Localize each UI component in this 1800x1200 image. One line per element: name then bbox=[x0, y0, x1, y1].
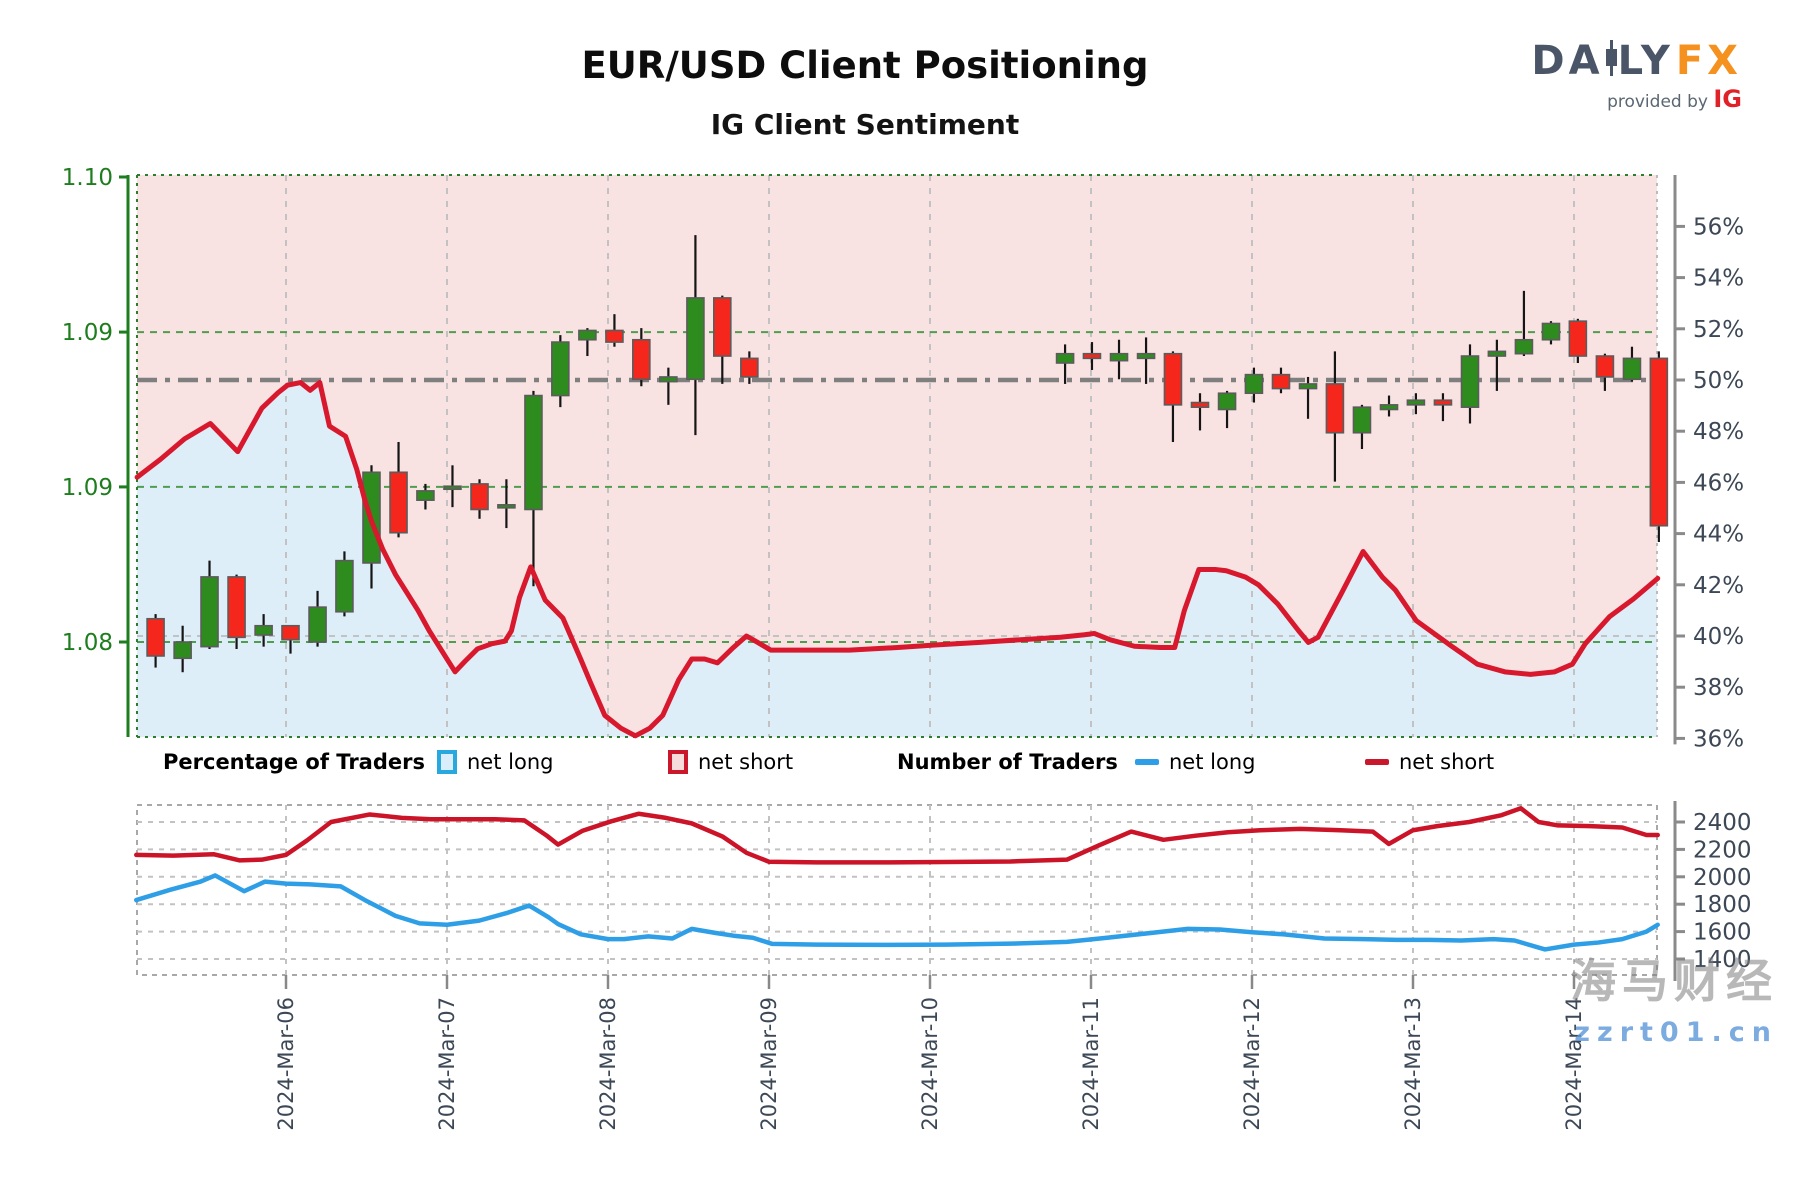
svg-text:44%: 44% bbox=[1693, 522, 1744, 548]
legend-number-net-short[interactable]: net short bbox=[1365, 750, 1494, 774]
svg-text:2024-Mar-09: 2024-Mar-09 bbox=[757, 997, 781, 1131]
svg-text:46%: 46% bbox=[1693, 470, 1744, 496]
candlestick-icon bbox=[1604, 40, 1618, 76]
legend-label: net short bbox=[1399, 750, 1495, 774]
svg-text:48%: 48% bbox=[1693, 419, 1744, 445]
page-subtitle: IG Client Sentiment bbox=[710, 108, 1020, 141]
svg-text:52%: 52% bbox=[1693, 317, 1744, 343]
svg-text:38%: 38% bbox=[1693, 675, 1744, 701]
svg-text:2200: 2200 bbox=[1693, 837, 1752, 863]
legend-percent-header: Percentage of Traders bbox=[163, 750, 425, 774]
price-sentiment-chart: 1.10 1.09 1.09 1.08 56% 54% 52% 50% 48% 46% 44% 42%… bbox=[62, 165, 1744, 752]
svg-text:1400: 1400 bbox=[1693, 947, 1752, 973]
svg-text:1600: 1600 bbox=[1693, 920, 1752, 946]
svg-text:2024-Mar-08: 2024-Mar-08 bbox=[596, 997, 620, 1131]
provided-by-text: provided by bbox=[1607, 92, 1708, 112]
legend-label: net long bbox=[1169, 750, 1256, 774]
traders-count-chart: 2024-Mar-06 2024-Mar-07 2024-Mar-08 2024-Ma… bbox=[134, 801, 1752, 1131]
chart-legend: Percentage of Traders net long net short… bbox=[0, 750, 1800, 786]
svg-text:40%: 40% bbox=[1693, 624, 1744, 650]
logo-text-left: DA bbox=[1531, 38, 1604, 84]
svg-text:50%: 50% bbox=[1693, 368, 1744, 394]
legend-label: net long bbox=[467, 750, 554, 774]
legend-percent-net-long[interactable]: net long bbox=[437, 750, 553, 774]
svg-text:2024-Mar-10: 2024-Mar-10 bbox=[918, 997, 942, 1131]
svg-text:36%: 36% bbox=[1693, 726, 1744, 752]
legend-number-header-label: Number of Traders bbox=[897, 750, 1118, 774]
svg-text:1.08: 1.08 bbox=[62, 630, 113, 656]
logo-text-accent: FX bbox=[1675, 38, 1742, 84]
svg-text:1.09: 1.09 bbox=[62, 475, 113, 501]
svg-text:2024-Mar-12: 2024-Mar-12 bbox=[1240, 997, 1264, 1131]
svg-text:2024-Mar-13: 2024-Mar-13 bbox=[1401, 997, 1425, 1131]
dailyfx-wordmark: DA LYFX bbox=[1531, 40, 1742, 81]
svg-text:56%: 56% bbox=[1693, 214, 1744, 240]
page-title: EUR/USD Client Positioning bbox=[581, 44, 1149, 87]
svg-text:1800: 1800 bbox=[1693, 892, 1752, 918]
svg-text:2024-Mar-06: 2024-Mar-06 bbox=[274, 997, 298, 1131]
logo-provided-by: provided by IG bbox=[1531, 85, 1742, 113]
svg-text:54%: 54% bbox=[1693, 266, 1744, 292]
net-long-dash-icon bbox=[1135, 759, 1159, 765]
svg-text:2024-Mar-14: 2024-Mar-14 bbox=[1562, 997, 1586, 1131]
net-short-dash-icon bbox=[1365, 759, 1389, 765]
svg-text:2024-Mar-11: 2024-Mar-11 bbox=[1079, 997, 1103, 1131]
legend-percent-net-short[interactable]: net short bbox=[668, 750, 793, 774]
svg-text:42%: 42% bbox=[1693, 573, 1744, 599]
net-short-box-icon bbox=[668, 750, 688, 774]
svg-text:1.10: 1.10 bbox=[62, 165, 113, 191]
legend-percent-header-label: Percentage of Traders bbox=[163, 750, 425, 774]
svg-text:1.09: 1.09 bbox=[62, 320, 113, 346]
legend-label: net short bbox=[698, 750, 794, 774]
legend-number-net-long[interactable]: net long bbox=[1135, 750, 1255, 774]
ig-logo: IG bbox=[1713, 85, 1742, 113]
dailyfx-logo: DA LYFX provided by IG bbox=[1531, 40, 1742, 113]
logo-text-right: LY bbox=[1617, 38, 1674, 84]
svg-text:2024-Mar-07: 2024-Mar-07 bbox=[435, 997, 459, 1131]
net-long-box-icon bbox=[437, 750, 457, 774]
svg-text:2000: 2000 bbox=[1693, 865, 1752, 891]
legend-number-header: Number of Traders bbox=[897, 750, 1118, 774]
svg-text:2400: 2400 bbox=[1693, 810, 1752, 836]
